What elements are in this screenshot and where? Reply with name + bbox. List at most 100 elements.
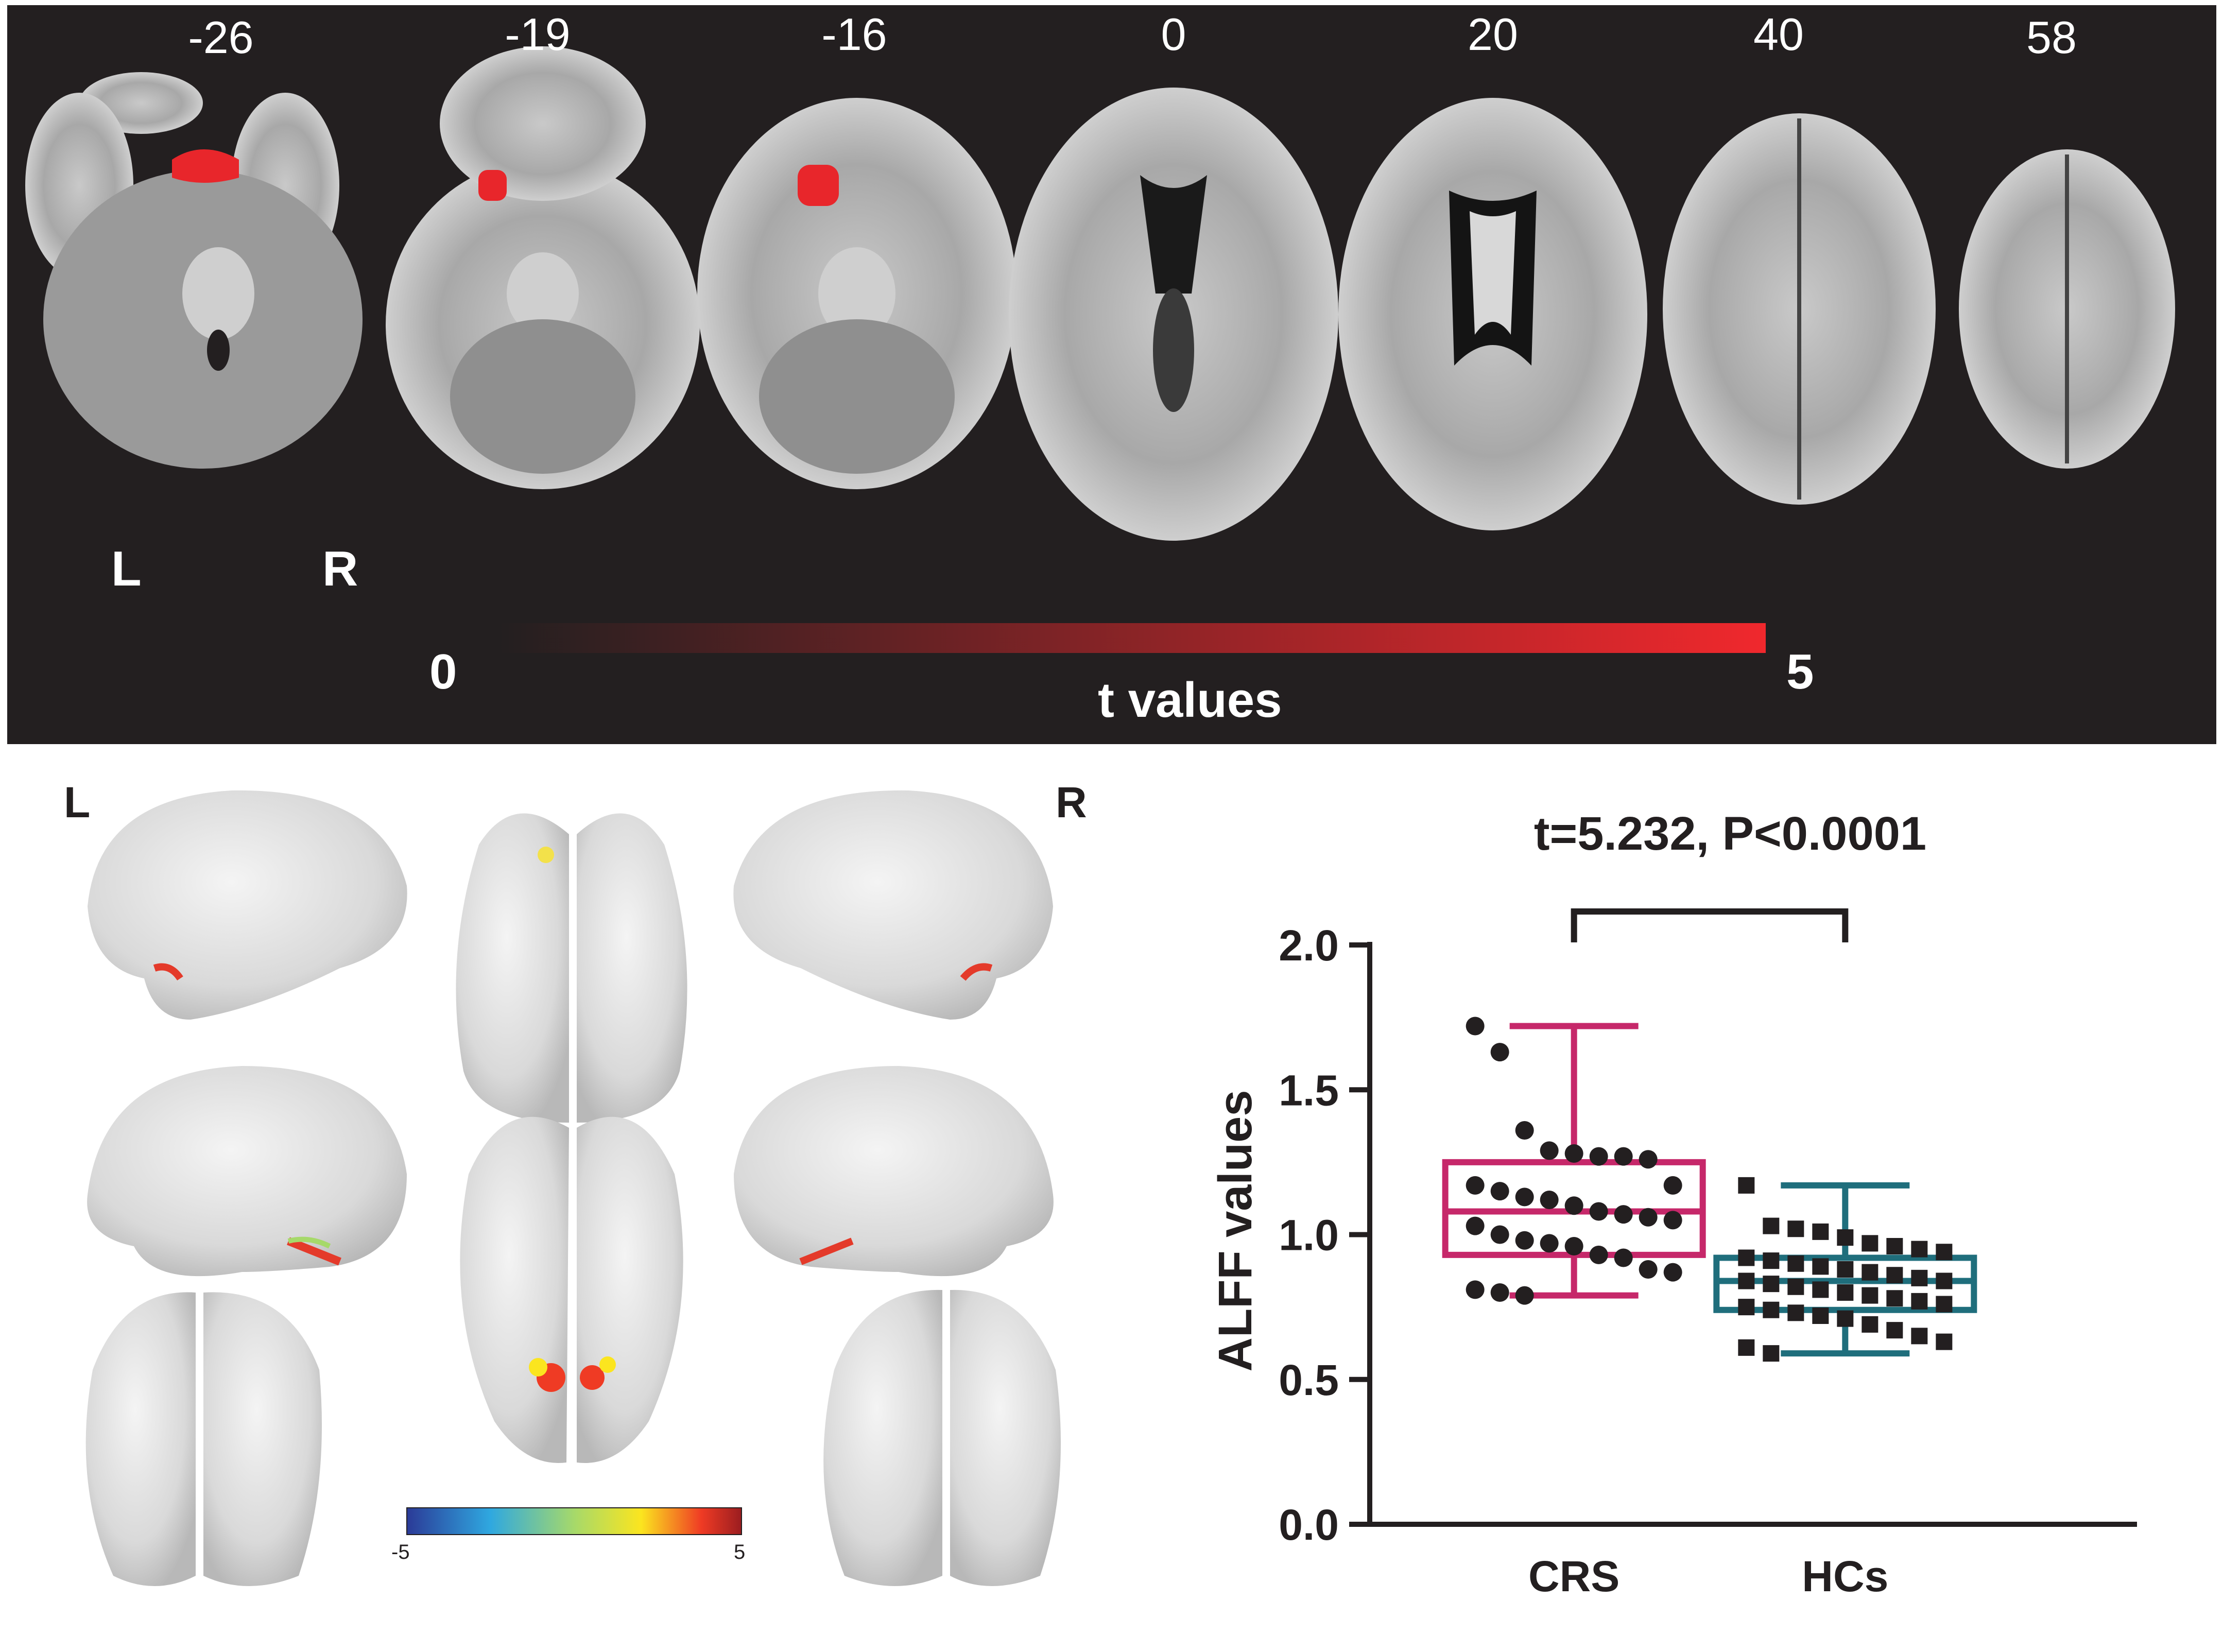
left-hemisphere-label: L xyxy=(64,778,91,827)
data-point xyxy=(1911,1269,1928,1286)
data-point xyxy=(1663,1263,1682,1282)
slice-label: -26 xyxy=(188,12,254,63)
slice-label: 58 xyxy=(2026,12,2077,63)
posterior-view xyxy=(823,1289,1061,1586)
data-point xyxy=(1862,1264,1879,1281)
data-point xyxy=(1564,1196,1583,1215)
slice-label: 0 xyxy=(1161,9,1186,60)
data-point xyxy=(1490,1225,1509,1244)
slice-20 xyxy=(1338,98,1647,530)
data-point xyxy=(1738,1299,1755,1316)
surface-colorbar-min: -5 xyxy=(391,1541,410,1563)
data-point xyxy=(1515,1286,1534,1305)
data-point xyxy=(1812,1307,1829,1324)
surface-colorbar-max: 5 xyxy=(734,1541,746,1563)
dorsal-view xyxy=(456,813,687,1123)
data-point xyxy=(1639,1150,1658,1169)
data-point xyxy=(1812,1223,1829,1240)
activation-cluster xyxy=(798,165,839,206)
data-point xyxy=(1738,1339,1755,1356)
t-value-colorbar xyxy=(499,623,1766,653)
data-point xyxy=(1787,1255,1804,1272)
slice-minus26 xyxy=(25,72,363,469)
slice-label: -19 xyxy=(505,9,571,60)
slice-40 xyxy=(1663,113,1936,505)
y-tick-label: 0.5 xyxy=(1279,1356,1339,1404)
data-point xyxy=(1812,1258,1829,1275)
data-point xyxy=(1540,1191,1559,1209)
activation-cluster xyxy=(478,170,507,201)
data-point xyxy=(1490,1182,1509,1201)
activation-cluster xyxy=(172,149,239,183)
slice-0 xyxy=(1009,88,1338,541)
anterior-view xyxy=(85,1292,322,1586)
data-point xyxy=(1837,1261,1854,1278)
data-point xyxy=(1837,1229,1854,1246)
data-point xyxy=(1589,1245,1608,1264)
data-point xyxy=(1639,1208,1658,1227)
data-point xyxy=(1936,1272,1953,1289)
data-point xyxy=(1564,1237,1583,1255)
data-point xyxy=(1862,1287,1879,1304)
data-point xyxy=(1540,1141,1559,1160)
chart-title: t=5.232, P<0.0001 xyxy=(1534,807,1926,860)
data-point xyxy=(1589,1147,1608,1166)
data-point xyxy=(1763,1252,1780,1269)
data-point xyxy=(1738,1249,1755,1266)
data-point xyxy=(1787,1304,1804,1321)
alff-boxplot: t=5.232, P<0.0001 ALFF values 0.0 0.5 1.0 1… xyxy=(1209,807,2137,1601)
data-point xyxy=(1763,1276,1780,1293)
data-point xyxy=(1886,1267,1903,1284)
data-point xyxy=(1886,1290,1903,1307)
right-hemisphere-label: R xyxy=(322,541,358,596)
data-point xyxy=(1466,1280,1485,1299)
data-point xyxy=(1738,1272,1755,1289)
data-point xyxy=(1589,1202,1608,1221)
brain-surface-figure xyxy=(85,790,1061,1586)
data-point xyxy=(1911,1293,1928,1310)
data-point xyxy=(1515,1231,1534,1250)
right-hemisphere-label: R xyxy=(1056,778,1087,827)
right-lateral-view xyxy=(733,790,1053,1020)
data-point xyxy=(1911,1328,1928,1345)
data-point xyxy=(1614,1147,1633,1166)
data-point xyxy=(1936,1296,1953,1313)
left-lateral-view xyxy=(88,790,407,1020)
slice-label: -16 xyxy=(821,9,887,60)
axial-slices-panel: -26 -19 -16 0 20 40 58 L R 0 5 t values xyxy=(7,5,2216,744)
left-hemisphere-label: L xyxy=(111,541,142,596)
y-tick-label: 1.5 xyxy=(1279,1066,1339,1114)
data-point xyxy=(1936,1244,1953,1261)
data-point xyxy=(1663,1176,1682,1195)
data-point xyxy=(1886,1322,1903,1339)
data-point xyxy=(1763,1301,1780,1318)
data-point xyxy=(1663,1211,1682,1230)
data-point xyxy=(1862,1316,1879,1333)
colorbar-title: t values xyxy=(1098,673,1282,728)
y-tick-label: 2.0 xyxy=(1279,921,1339,970)
significance-bracket xyxy=(1571,908,1849,942)
y-axis-label: ALFF values xyxy=(1209,1090,1262,1371)
x-tick-label: HCs xyxy=(1802,1552,1888,1601)
y-tick-label: 0.0 xyxy=(1279,1501,1339,1549)
data-point xyxy=(1614,1248,1633,1267)
slice-label: 20 xyxy=(1468,9,1518,60)
data-point xyxy=(1614,1205,1633,1224)
ventral-view xyxy=(460,1116,683,1463)
data-point xyxy=(1763,1345,1780,1362)
axial-slices-figure xyxy=(25,46,2175,653)
data-point xyxy=(1490,1283,1509,1302)
slice-label: 40 xyxy=(1753,9,1804,60)
data-point xyxy=(1738,1177,1755,1194)
data-point xyxy=(1787,1220,1804,1237)
slice-minus16 xyxy=(697,98,1016,489)
data-point xyxy=(1911,1241,1928,1258)
data-point xyxy=(1540,1234,1559,1253)
data-point xyxy=(1466,1216,1485,1235)
colorbar-min-label: 0 xyxy=(429,644,457,699)
data-point xyxy=(1639,1260,1658,1279)
colorbar-max-label: 5 xyxy=(1786,644,1814,699)
data-point xyxy=(1490,1043,1509,1062)
x-tick-label: CRS xyxy=(1528,1552,1619,1601)
slice-minus19 xyxy=(386,46,700,489)
